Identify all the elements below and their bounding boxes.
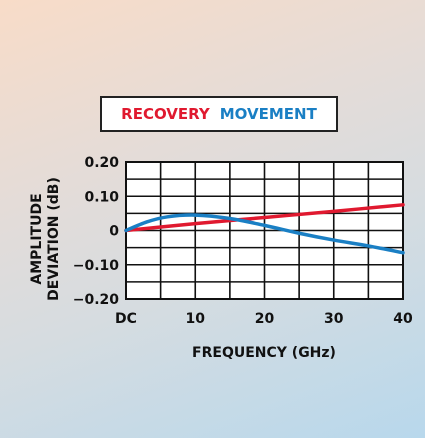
series-line-movement — [124, 213, 405, 255]
x-tick-label: 10 — [186, 311, 206, 327]
x-tick-label: DC — [115, 311, 137, 327]
x-tick-label: 40 — [393, 311, 413, 327]
series-layer — [124, 203, 405, 255]
x-tick-label: 20 — [255, 311, 275, 327]
x-tick-label: 30 — [324, 311, 344, 327]
y-tick-label: 0.10 — [84, 189, 119, 205]
y-tick-label: 0.20 — [84, 155, 119, 171]
legend-movement-label: MOVEMENT — [219, 105, 317, 123]
series-line-recovery — [124, 203, 405, 233]
y-tick-label: 0 — [109, 224, 119, 240]
legend-recovery-label: RECOVERY — [121, 105, 210, 123]
grid — [125, 161, 404, 300]
x-axis-title: FREQUENCY (GHz) — [192, 345, 336, 361]
y-axis-title-line1: AMPLITUDE — [29, 193, 45, 284]
y-tick-label: −0.10 — [73, 258, 120, 274]
y-tick-label: −0.20 — [73, 292, 120, 308]
legend: RECOVERY MOVEMENT — [100, 96, 338, 132]
tick-labels: DC 10 20 30 40 0.20 0.10 0 −0.10 −0.20 — [73, 155, 413, 327]
y-axis-title-line2: DEVIATION (dB) — [46, 177, 62, 301]
